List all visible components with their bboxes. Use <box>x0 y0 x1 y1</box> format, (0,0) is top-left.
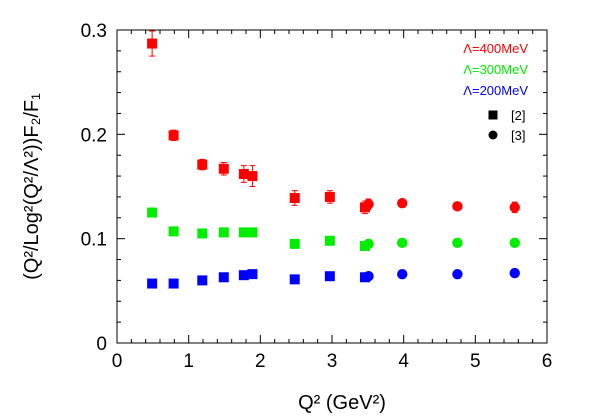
data-point-square <box>147 38 158 49</box>
y-tick-label: 0.2 <box>81 125 107 146</box>
data-point-square <box>324 235 335 246</box>
data-point-square <box>168 130 179 141</box>
series-1 <box>147 207 520 251</box>
data-point-circle <box>452 201 463 212</box>
data-point-square <box>197 159 208 170</box>
data-point-circle <box>397 197 408 209</box>
x-tick-label: 4 <box>398 351 409 372</box>
x-tick-label: 0 <box>112 351 123 372</box>
legend-marker-label: [3] <box>511 128 525 143</box>
legend: Λ=400MeV Λ=300MeV Λ=200MeV [2] [3] <box>463 41 528 143</box>
data-point-square <box>238 227 249 238</box>
legend-marker-square <box>488 110 498 120</box>
data-point-square <box>238 168 249 179</box>
data-point-circle <box>509 202 520 213</box>
legend-series-label: Λ=300MeV <box>463 62 528 77</box>
legend-series-label: Λ=400MeV <box>463 41 528 56</box>
data-point-square <box>168 278 179 289</box>
data-point-circle <box>509 267 520 279</box>
data-point-circle <box>363 199 374 210</box>
x-tick-label: 1 <box>183 351 194 372</box>
data-point-square <box>289 238 300 249</box>
data-point-square <box>197 275 208 286</box>
legend-marker-circle <box>488 130 498 140</box>
data-point-square <box>147 207 158 218</box>
data-point-square <box>218 272 229 283</box>
y-tick-label: 0.3 <box>81 21 107 42</box>
series-2 <box>147 267 520 289</box>
data-point-square <box>247 269 258 280</box>
data-point-square <box>168 226 179 237</box>
x-tick-label: 6 <box>542 351 553 372</box>
data-point-square <box>324 191 335 202</box>
x-tick-label: 3 <box>327 351 338 372</box>
data-point-square <box>238 270 249 281</box>
data-point-square <box>147 278 158 289</box>
plot-area <box>147 30 520 289</box>
data-point-square <box>289 192 300 203</box>
data-point-square <box>218 227 229 238</box>
data-point-circle <box>452 237 463 249</box>
data-point-circle <box>397 237 408 249</box>
data-point-circle <box>397 268 408 280</box>
y-tick-label: 0 <box>96 334 107 355</box>
y-axis-title: (Q²/Log²(Q²/Λ²))F₂/F₁ <box>21 93 43 280</box>
data-point-circle <box>363 238 374 250</box>
data-point-circle <box>509 237 520 249</box>
data-point-square <box>324 271 335 282</box>
data-point-square <box>247 227 258 238</box>
data-point-square <box>197 228 208 239</box>
x-tick-label: 2 <box>255 351 266 372</box>
data-point-circle <box>452 268 463 280</box>
data-point-square <box>289 274 300 285</box>
legend-marker-label: [2] <box>511 108 525 123</box>
series-0 <box>147 30 520 215</box>
y-tick-label: 0.1 <box>81 230 107 251</box>
x-tick-label: 5 <box>470 351 481 372</box>
legend-series-label: Λ=200MeV <box>463 83 528 98</box>
x-axis-title: Q² (GeV²) <box>298 392 386 414</box>
data-point-square <box>247 171 258 182</box>
data-point-circle <box>363 271 374 282</box>
data-point-square <box>218 163 229 174</box>
axes: 0 1 2 3 4 5 6 0 0.1 0.2 0.3 Q² (GeV²) (Q²/Log²(Q²/Λ²… <box>21 21 552 414</box>
